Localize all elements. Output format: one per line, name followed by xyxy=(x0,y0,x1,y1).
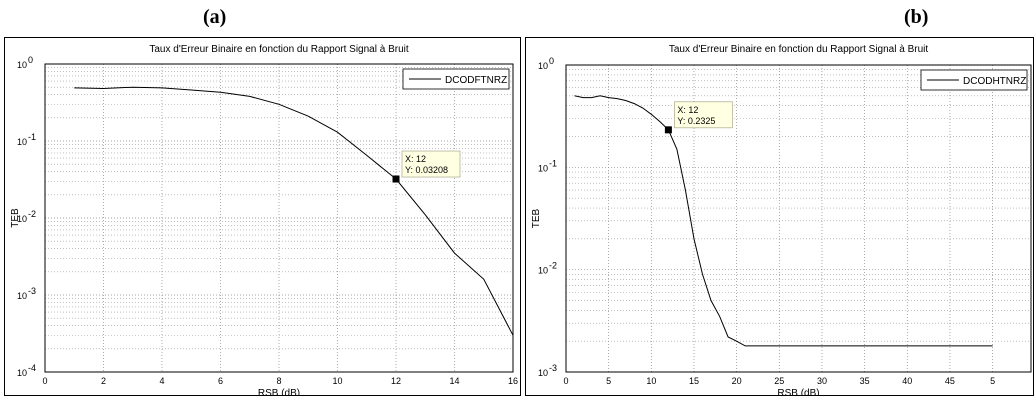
y-axis-label: TEB xyxy=(531,208,542,228)
y-tick-exponent: -3 xyxy=(28,286,36,296)
panel-label-a: (a) xyxy=(203,6,227,28)
legend-entry: DCODHTNRZ xyxy=(963,76,1026,87)
y-tick-label: 10 xyxy=(538,61,548,71)
axes-box xyxy=(565,64,1032,373)
y-tick-exponent: 0 xyxy=(549,56,554,66)
y-tick-exponent: -1 xyxy=(28,132,36,142)
y-tick-exponent: -3 xyxy=(549,363,557,373)
x-tick-label: 35 xyxy=(860,376,870,386)
datatip-box xyxy=(674,101,733,129)
y-tick-label: 10 xyxy=(538,266,548,276)
y-tick-label: 10 xyxy=(17,214,27,224)
axes-box xyxy=(44,63,514,373)
x-axis-label: RSB (dB) xyxy=(258,388,300,396)
chart-panel-a: Taux d'Erreur Binaire en fonction du Rap… xyxy=(4,37,521,396)
datatip-x: X: 12 xyxy=(677,105,698,115)
y-axis-label: TEB xyxy=(10,208,21,228)
x-tick-label: 8 xyxy=(276,376,281,386)
x-tick-label: 30 xyxy=(817,376,827,386)
panel-label-b: (b) xyxy=(904,6,929,28)
y-tick-label: 10 xyxy=(17,368,27,378)
x-tick-label: 0 xyxy=(563,376,568,386)
legend-box xyxy=(402,68,510,90)
x-tick-label: 10 xyxy=(646,376,656,386)
datatip-x: X: 12 xyxy=(405,154,426,164)
y-tick-exponent: -2 xyxy=(28,209,36,219)
x-tick-label: 2 xyxy=(101,376,106,386)
chart-title: Taux d'Erreur Binaire en fonction du Rap… xyxy=(669,44,928,55)
x-tick-label: 20 xyxy=(732,376,742,386)
x-tick-label: 5 xyxy=(990,376,995,386)
x-tick-label: 6 xyxy=(218,376,223,386)
datatip-y: Y: 0.2325 xyxy=(677,116,715,126)
x-tick-label: 14 xyxy=(449,376,459,386)
datatip-y: Y: 0.03208 xyxy=(405,165,448,175)
x-tick-label: 25 xyxy=(774,376,784,386)
y-tick-label: 10 xyxy=(538,368,548,378)
y-tick-exponent: -4 xyxy=(28,363,36,373)
x-tick-label: 10 xyxy=(332,376,342,386)
x-axis-label: RSB (dB) xyxy=(777,388,819,396)
legend-entry: DCODFTNRZ xyxy=(445,75,507,86)
plot-area xyxy=(566,65,1031,372)
x-tick-label: 15 xyxy=(689,376,699,386)
series-line xyxy=(574,95,993,347)
x-tick-label: 5 xyxy=(606,376,611,386)
y-tick-exponent: -1 xyxy=(549,158,557,168)
x-tick-label: 45 xyxy=(945,376,955,386)
y-tick-label: 10 xyxy=(17,60,27,70)
series-line xyxy=(74,86,514,336)
y-tick-label: 10 xyxy=(17,137,27,147)
chart-title: Taux d'Erreur Binaire en fonction du Rap… xyxy=(149,44,408,55)
x-tick-label: 40 xyxy=(902,376,912,386)
legend-box xyxy=(920,69,1028,91)
chart-a-svg: Taux d'Erreur Binaire en fonction du Rap… xyxy=(10,44,518,396)
x-tick-label: 4 xyxy=(159,376,164,386)
y-tick-exponent: -2 xyxy=(549,261,557,271)
y-tick-label: 10 xyxy=(17,291,27,301)
x-tick-label: 0 xyxy=(42,376,47,386)
datatip-marker xyxy=(392,175,400,183)
x-tick-label: 16 xyxy=(508,376,518,386)
x-tick-label: 12 xyxy=(391,376,401,386)
datatip-marker xyxy=(664,126,672,134)
y-tick-exponent: 0 xyxy=(28,55,33,65)
chart-panel-b: Taux d'Erreur Binaire en fonction du Rap… xyxy=(525,37,1034,396)
chart-b-svg: Taux d'Erreur Binaire en fonction du Rap… xyxy=(531,44,1032,396)
y-tick-label: 10 xyxy=(538,163,548,173)
datatip-box xyxy=(401,150,461,178)
